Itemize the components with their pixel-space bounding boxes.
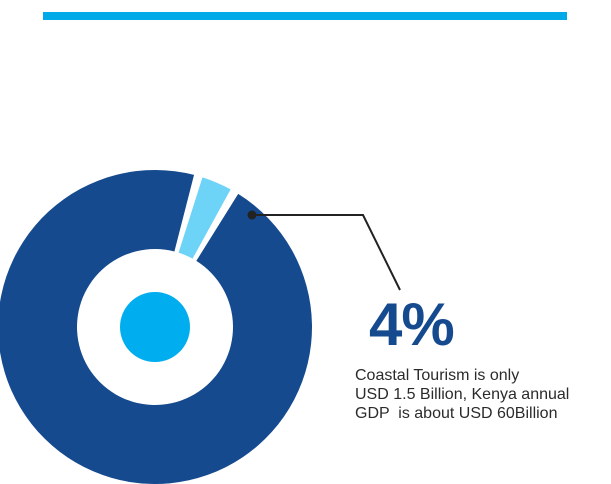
callout-note-line-3: GDP is about USD 60Billion [355, 405, 558, 422]
center-dot [120, 292, 190, 362]
chart-slices [0, 170, 312, 484]
callout-leader-line [252, 214, 401, 291]
callout-note-line-2: USD 1.5 Billion, Kenya annual [355, 386, 570, 403]
callout-note-line-1: Coastal Tourism is only [355, 367, 520, 384]
callout-note: Coastal Tourism is only USD 1.5 Billion,… [355, 366, 610, 423]
donut-slice-highlight [178, 177, 231, 259]
percent-label: 4% [369, 291, 455, 358]
donut-slice-main [0, 170, 312, 484]
callout-marker [247, 210, 257, 220]
top-accent-bar [43, 12, 567, 20]
